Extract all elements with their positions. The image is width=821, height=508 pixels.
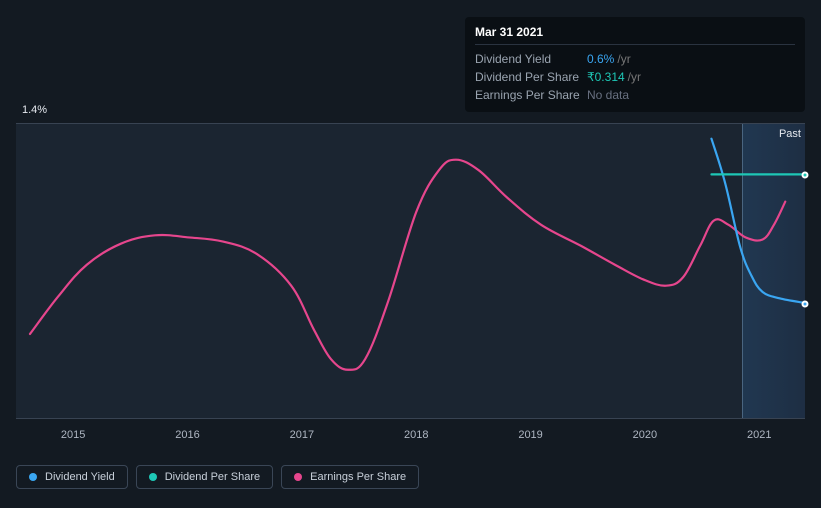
tooltip-row-label: Dividend Per Share [475,70,587,84]
x-axis-tick: 2017 [290,429,314,441]
legend-dot-icon [29,473,37,481]
legend-item[interactable]: Dividend Per Share [136,465,273,489]
tooltip-row-unit: /yr [628,70,641,84]
tooltip-row-value: No data [587,88,629,102]
chart-legend: Dividend Yield Dividend Per Share Earnings… [16,465,419,489]
legend-dot-icon [294,473,302,481]
legend-label: Dividend Per Share [165,471,260,483]
legend-dot-icon [149,473,157,481]
tooltip-row-label: Dividend Yield [475,52,587,66]
tooltip-row: Dividend Yield0.6%/yr [475,50,795,68]
x-axis-tick: 2020 [633,429,657,441]
tooltip-row-value: ₹0.314 [587,70,625,84]
legend-item[interactable]: Dividend Yield [16,465,128,489]
tooltip-date: Mar 31 2021 [475,25,795,45]
chart-tooltip: Mar 31 2021 Dividend Yield0.6%/yrDividen… [465,17,805,112]
legend-label: Dividend Yield [45,471,115,483]
x-axis-tick: 2015 [61,429,85,441]
y-axis-max-label: 1.4% [22,104,47,116]
chart-lines [16,124,805,418]
legend-item[interactable]: Earnings Per Share [281,465,419,489]
chart-plot-area[interactable]: Past [16,123,805,419]
eps-line [30,160,785,370]
x-axis-tick: 2019 [518,429,542,441]
x-axis-tick: 2018 [404,429,428,441]
legend-label: Earnings Per Share [310,471,406,483]
tooltip-row-label: Earnings Per Share [475,88,587,102]
x-axis-tick: 2021 [747,429,771,441]
tooltip-row: Earnings Per ShareNo data [475,86,795,104]
dividend-chart: 1.4% 0% Past 201520162017201820192020202… [16,105,805,450]
x-axis-tick: 2016 [175,429,199,441]
tooltip-row: Dividend Per Share₹0.314/yr [475,68,795,86]
tooltip-row-unit: /yr [617,52,630,66]
yield-line [711,139,802,303]
tooltip-row-value: 0.6% [587,52,614,66]
yield-end-marker [802,300,809,307]
x-axis: 2015 2016 2017 2018 2019 2020 2021 [16,429,805,449]
dps-end-marker [802,171,809,178]
